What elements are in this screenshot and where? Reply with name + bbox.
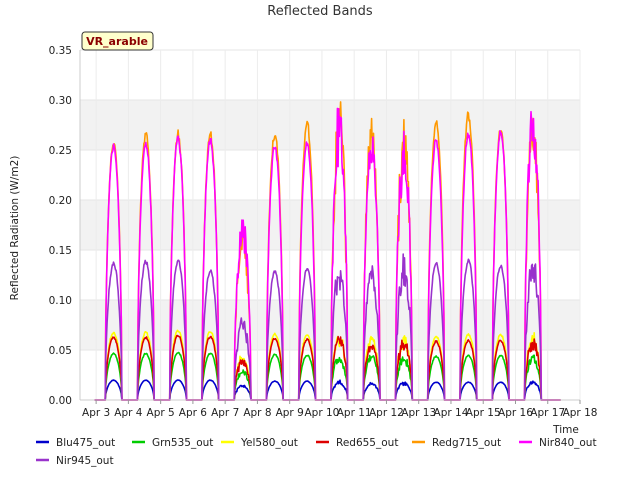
x-tick-label: Apr 17 — [530, 407, 565, 419]
legend-label: Redg715_out — [432, 437, 501, 449]
grid-band — [80, 200, 580, 250]
x-tick-label: Apr 14 — [434, 407, 469, 419]
annotation-badge-box — [81, 31, 154, 51]
x-tick-label: Apr 6 — [179, 407, 208, 419]
x-tick-label: Apr 11 — [337, 407, 372, 419]
y-tick-label: 0.15 — [49, 245, 72, 257]
grid-band — [80, 100, 580, 150]
legend-item-Grn535_out: Grn535_out — [132, 437, 213, 449]
y-tick-label: 0.35 — [49, 45, 72, 57]
legend-item-Redg715_out: Redg715_out — [412, 437, 501, 449]
legend-item-Nir945_out: Nir945_out — [36, 455, 114, 467]
x-tick-label: Apr 8 — [243, 407, 271, 419]
y-tick-label: 0.10 — [49, 295, 72, 307]
annotation-badge: VR_arable — [81, 31, 154, 51]
x-tick-label: Apr 9 — [276, 407, 304, 419]
annotation-text: VR_arable — [86, 35, 148, 48]
x-tick-label: Apr 7 — [211, 407, 239, 419]
x-tick-label: Apr 12 — [369, 407, 404, 419]
legend: Blu475_out Grn535_out Yel580_out Red655_out… — [36, 437, 597, 467]
x-tick-label: Apr 13 — [401, 407, 436, 419]
x-tick-label: Apr 15 — [466, 407, 501, 419]
legend-label: Blu475_out — [56, 437, 115, 449]
y-tick-label: 0.00 — [49, 395, 72, 407]
legend-label: Grn535_out — [152, 437, 213, 449]
legend-label: Nir945_out — [56, 455, 114, 467]
y-tick-label: 0.05 — [49, 345, 72, 357]
legend-label: Nir840_out — [539, 437, 597, 449]
legend-item-Blu475_out: Blu475_out — [36, 437, 115, 449]
legend-item-Red655_out: Red655_out — [316, 437, 398, 449]
x-tick-label: Apr 18 — [563, 407, 598, 419]
x-tick-label: Apr 16 — [498, 407, 533, 419]
grid-band — [80, 300, 580, 350]
legend-label: Red655_out — [336, 437, 398, 449]
x-tick-label: Apr 4 — [114, 407, 143, 419]
chart-title: Reflected Bands — [267, 4, 373, 19]
y-axis-label: Reflected Radiation (W/m2) — [9, 156, 21, 301]
y-tick-label: 0.25 — [49, 145, 72, 157]
x-tick-label: Apr 3 — [82, 407, 110, 419]
y-tick-label: 0.30 — [49, 95, 72, 107]
legend-label: Yel580_out — [240, 437, 298, 449]
x-axis-label: Time — [552, 424, 579, 436]
x-tick-label: Apr 5 — [147, 407, 175, 419]
y-tick-label: 0.20 — [49, 195, 72, 207]
x-tick-label: Apr 10 — [304, 407, 339, 419]
legend-item-Yel580_out: Yel580_out — [221, 437, 298, 449]
legend-item-Nir840_out: Nir840_out — [519, 437, 597, 449]
